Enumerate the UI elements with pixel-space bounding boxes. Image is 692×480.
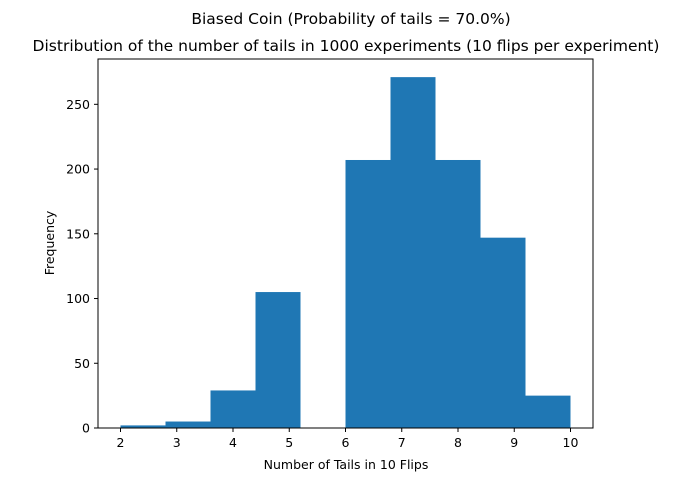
- x-tick-label: 4: [229, 435, 237, 450]
- y-tick-label: 50: [74, 356, 90, 371]
- x-tick-label: 6: [342, 435, 350, 450]
- x-tick-label: 3: [173, 435, 181, 450]
- bars-group: [120, 77, 571, 428]
- y-axis-ticks: 0 50 100 150 200 250: [66, 97, 98, 436]
- histogram-bar: [525, 395, 571, 428]
- histogram-bar: [120, 425, 166, 428]
- x-axis-label: Number of Tails in 10 Flips: [264, 457, 429, 472]
- x-tick-label: 7: [398, 435, 406, 450]
- y-tick-label: 0: [82, 421, 90, 436]
- x-tick-label: 8: [454, 435, 462, 450]
- y-tick-label: 100: [66, 291, 90, 306]
- chart-title: Distribution of the number of tails in 1…: [33, 37, 660, 55]
- histogram-bar: [345, 159, 391, 428]
- histogram-bar: [165, 421, 211, 428]
- x-axis-ticks: 2 3 4 5 6 7 8 9 10: [117, 428, 579, 450]
- y-tick-label: 150: [66, 226, 90, 241]
- chart-suptitle: Biased Coin (Probability of tails = 70.0…: [191, 10, 510, 28]
- histogram-bar: [435, 159, 481, 428]
- histogram-bar: [390, 77, 436, 428]
- x-tick-label: 10: [563, 435, 579, 450]
- y-tick-label: 250: [66, 97, 90, 112]
- histogram-bar: [480, 237, 526, 428]
- histogram-bar: [210, 390, 256, 428]
- y-axis-label: Frequency: [42, 210, 57, 275]
- x-tick-label: 9: [510, 435, 518, 450]
- x-tick-label: 5: [285, 435, 293, 450]
- x-tick-label: 2: [117, 435, 125, 450]
- axes-frame: [97, 58, 594, 429]
- y-tick-label: 200: [66, 162, 90, 177]
- histogram-bar: [255, 292, 301, 428]
